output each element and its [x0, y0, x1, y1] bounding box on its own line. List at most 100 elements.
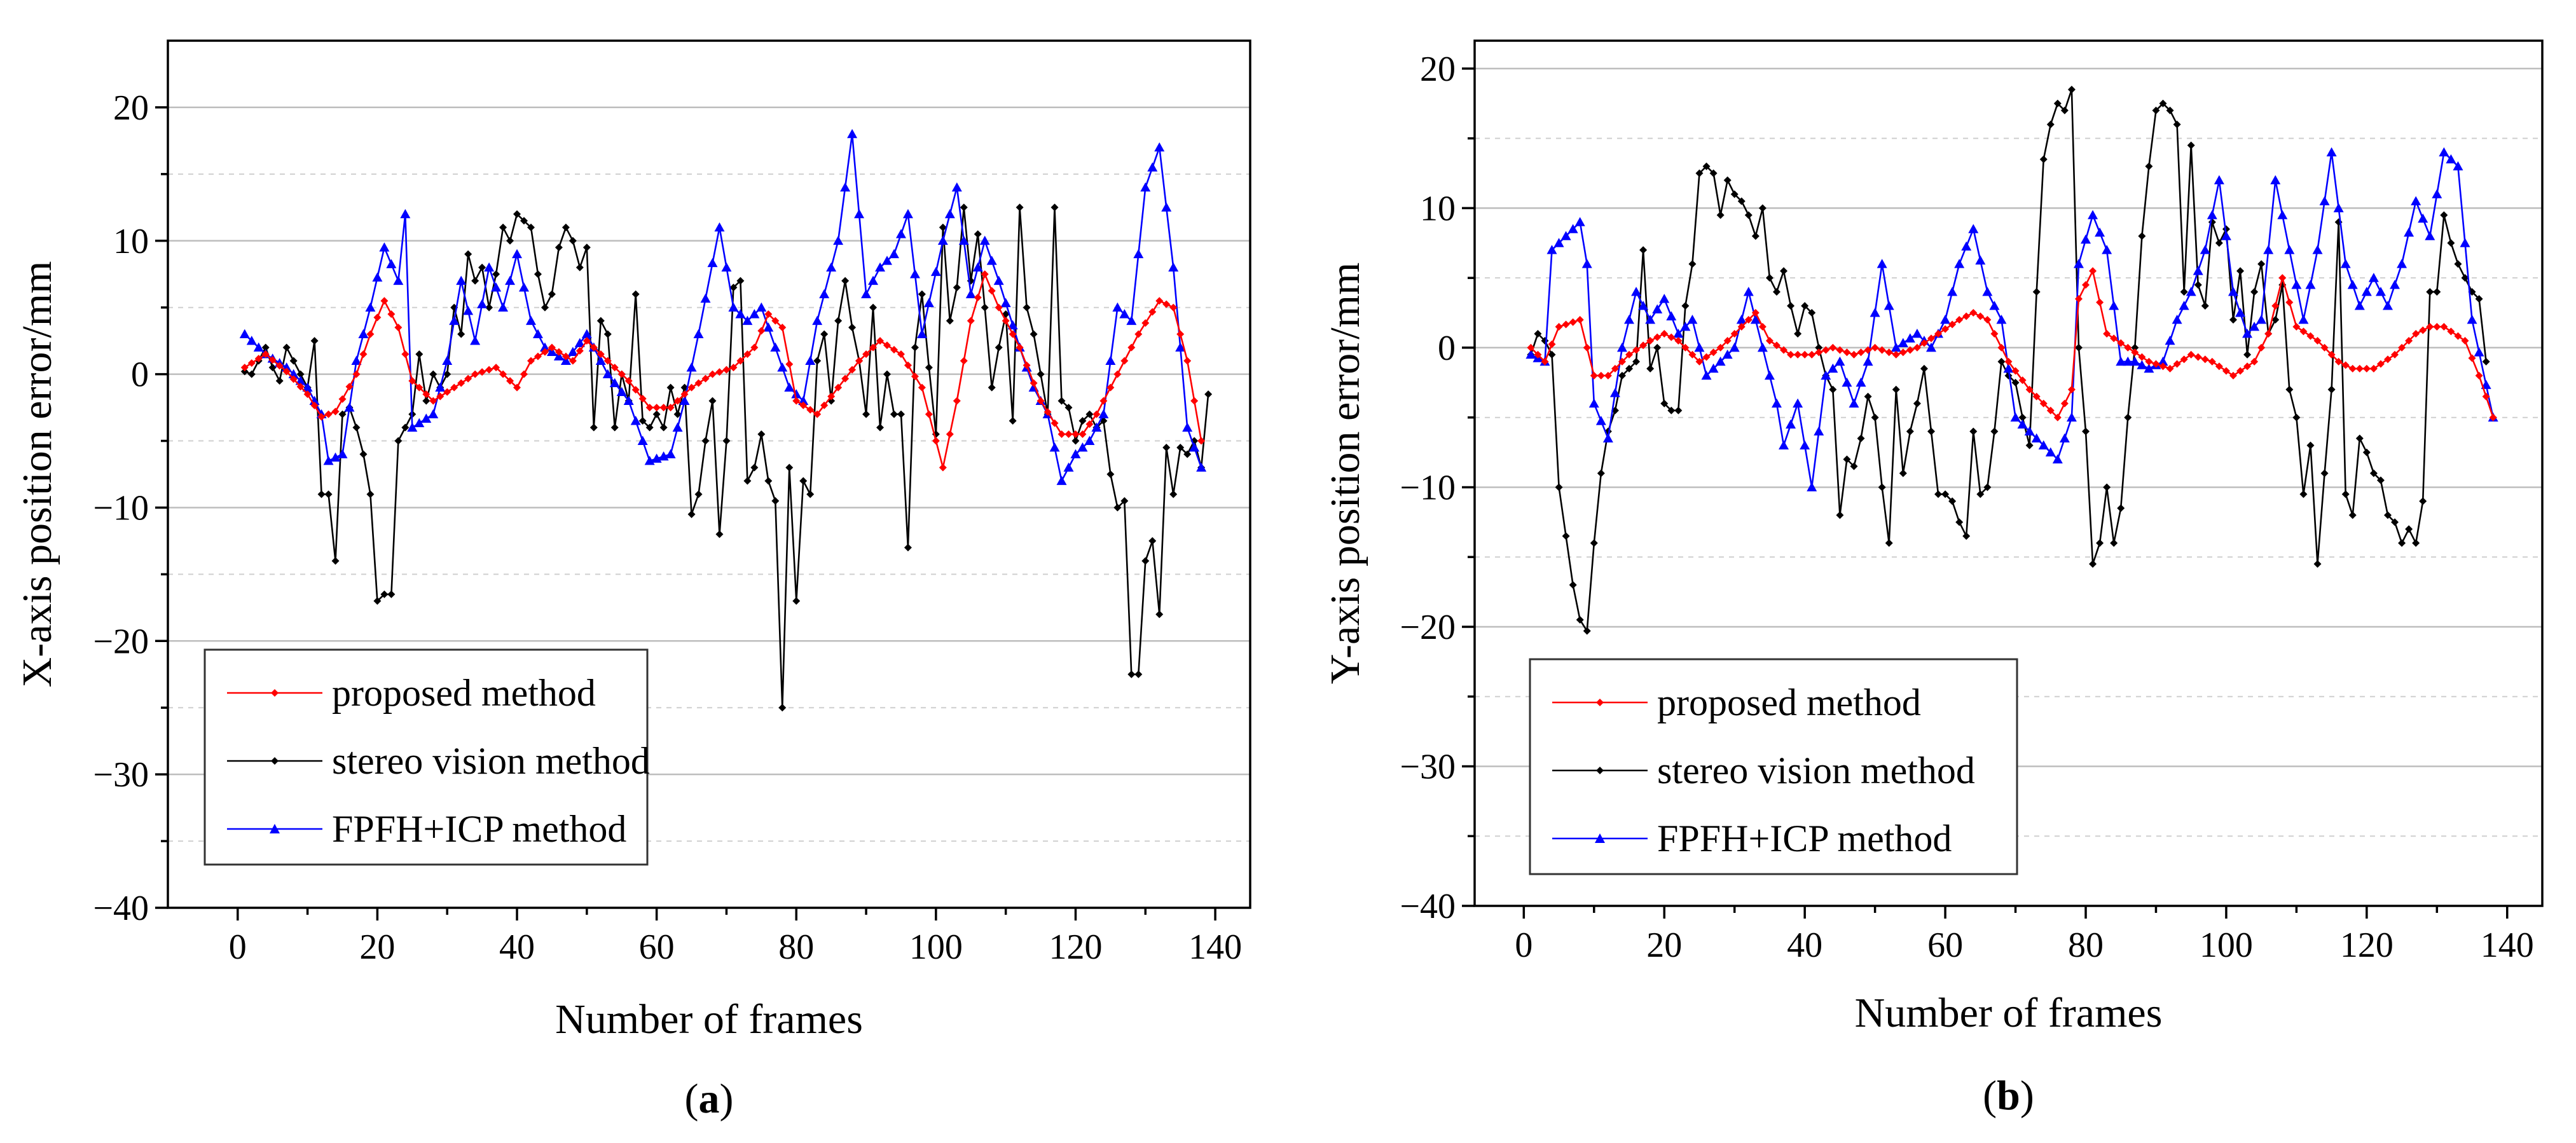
data-point	[1843, 348, 1851, 357]
data-point	[2137, 360, 2147, 369]
data-point	[275, 377, 284, 385]
data-point	[2391, 518, 2399, 526]
data-point	[1546, 245, 1557, 254]
x-tick-label: 0	[229, 927, 247, 967]
data-point	[1836, 511, 1844, 519]
data-point	[1701, 370, 1712, 380]
data-point	[2447, 239, 2455, 247]
data-point	[1695, 357, 1704, 366]
data-point	[1112, 302, 1123, 312]
data-point	[1955, 316, 1964, 324]
data-point	[1962, 312, 1971, 320]
data-point	[1147, 162, 1158, 172]
data-point	[2355, 434, 2364, 442]
data-point	[1602, 433, 1613, 443]
data-point	[1099, 397, 1108, 405]
data-point	[603, 330, 612, 338]
x-tick-label: 0	[1515, 926, 1533, 965]
data-point	[1857, 348, 1865, 357]
data-point	[1541, 357, 1549, 366]
data-point	[1023, 303, 1031, 311]
data-point	[1133, 249, 1144, 259]
data-point	[1934, 490, 1943, 498]
data-point	[2011, 378, 2020, 387]
data-point	[1127, 670, 1136, 678]
data-point	[609, 378, 620, 388]
data-point	[930, 266, 941, 277]
data-point	[2180, 288, 2188, 296]
data-point	[2088, 210, 2098, 219]
data-point	[2145, 162, 2153, 170]
data-point	[2271, 302, 2280, 310]
data-point	[854, 209, 865, 219]
data-point	[2250, 357, 2259, 366]
data-point	[2256, 315, 2267, 324]
data-point	[946, 430, 954, 439]
data-point	[918, 290, 926, 298]
data-point	[2270, 175, 2281, 184]
data-point	[2004, 357, 2013, 366]
data-point	[1169, 303, 1178, 311]
data-point	[2208, 357, 2216, 366]
data-point	[630, 416, 641, 425]
data-point	[1659, 294, 1670, 303]
data-point	[1196, 462, 1207, 472]
data-point	[463, 305, 474, 315]
data-point	[1085, 420, 1094, 428]
data-point	[1829, 343, 1837, 352]
data-point	[1904, 333, 1915, 343]
data-point	[484, 262, 495, 272]
data-point	[1771, 398, 1782, 408]
y-tick-label: −40	[1400, 887, 1456, 926]
data-point	[1877, 259, 1887, 268]
data-point	[1126, 315, 1137, 325]
data-point	[1064, 430, 1073, 439]
data-point	[1569, 318, 1577, 326]
data-point	[1681, 302, 1690, 310]
data-point	[2390, 280, 2400, 289]
data-point	[2475, 295, 2483, 303]
data-point	[1197, 437, 1206, 445]
data-point	[268, 364, 277, 372]
data-point	[1982, 287, 1993, 296]
data-point	[2369, 364, 2378, 373]
data-point	[757, 430, 766, 439]
data-point	[1989, 301, 2000, 310]
data-point	[429, 397, 437, 405]
data-point	[554, 243, 563, 252]
data-point	[422, 390, 430, 399]
data-point	[833, 235, 844, 245]
legend-marker	[270, 824, 280, 833]
data-point	[457, 379, 465, 387]
data-point	[904, 544, 912, 552]
data-point	[1857, 434, 1865, 442]
data-point	[1913, 399, 1921, 407]
data-point	[631, 290, 640, 298]
data-point	[247, 370, 256, 378]
data-point	[1176, 444, 1185, 452]
data-point	[918, 383, 926, 392]
data-point	[1688, 350, 1697, 359]
data-point	[2433, 288, 2441, 296]
legend-marker	[1595, 833, 1605, 843]
data-point	[2347, 280, 2358, 289]
data-point	[2039, 399, 2048, 407]
x-tick-label: 140	[2481, 926, 2534, 965]
series-line	[244, 206, 1209, 709]
data-point	[520, 217, 528, 225]
data-point	[464, 374, 472, 383]
data-point	[2319, 196, 2330, 205]
data-point	[2285, 298, 2294, 306]
data-point	[1801, 350, 1809, 359]
data-point	[1863, 356, 1873, 366]
data-point	[1772, 341, 1780, 350]
data-point	[1997, 357, 2006, 366]
data-point	[1155, 297, 1164, 305]
data-point	[1009, 417, 1017, 425]
data-point	[317, 413, 326, 421]
data-point	[2096, 539, 2104, 547]
data-point	[1070, 449, 1081, 458]
data-point	[981, 270, 989, 278]
data-point	[932, 437, 940, 445]
y-tick-label: −20	[1400, 608, 1456, 647]
